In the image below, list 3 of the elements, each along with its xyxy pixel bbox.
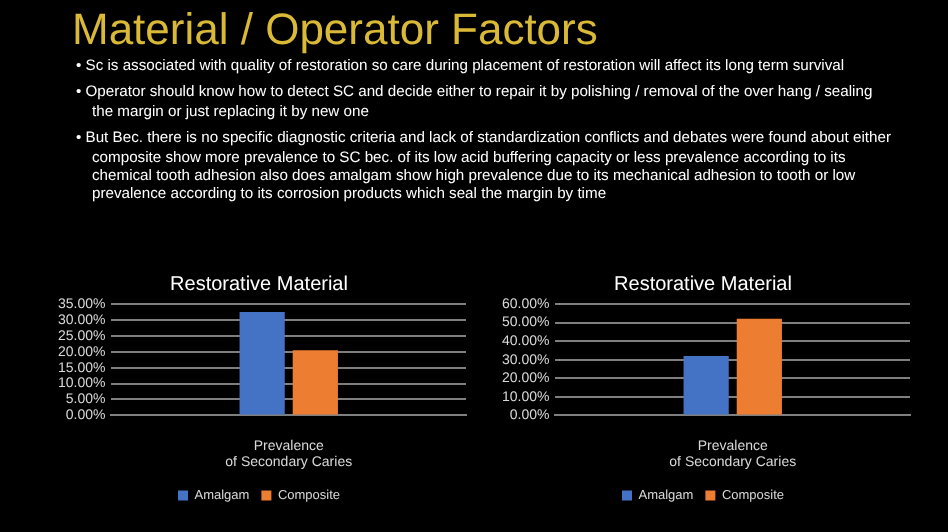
text: Material / Operator Factors (72, 4, 600, 56)
chart-title: Restorative Material (614, 273, 792, 296)
chart-title: Restorative Material (170, 273, 348, 296)
